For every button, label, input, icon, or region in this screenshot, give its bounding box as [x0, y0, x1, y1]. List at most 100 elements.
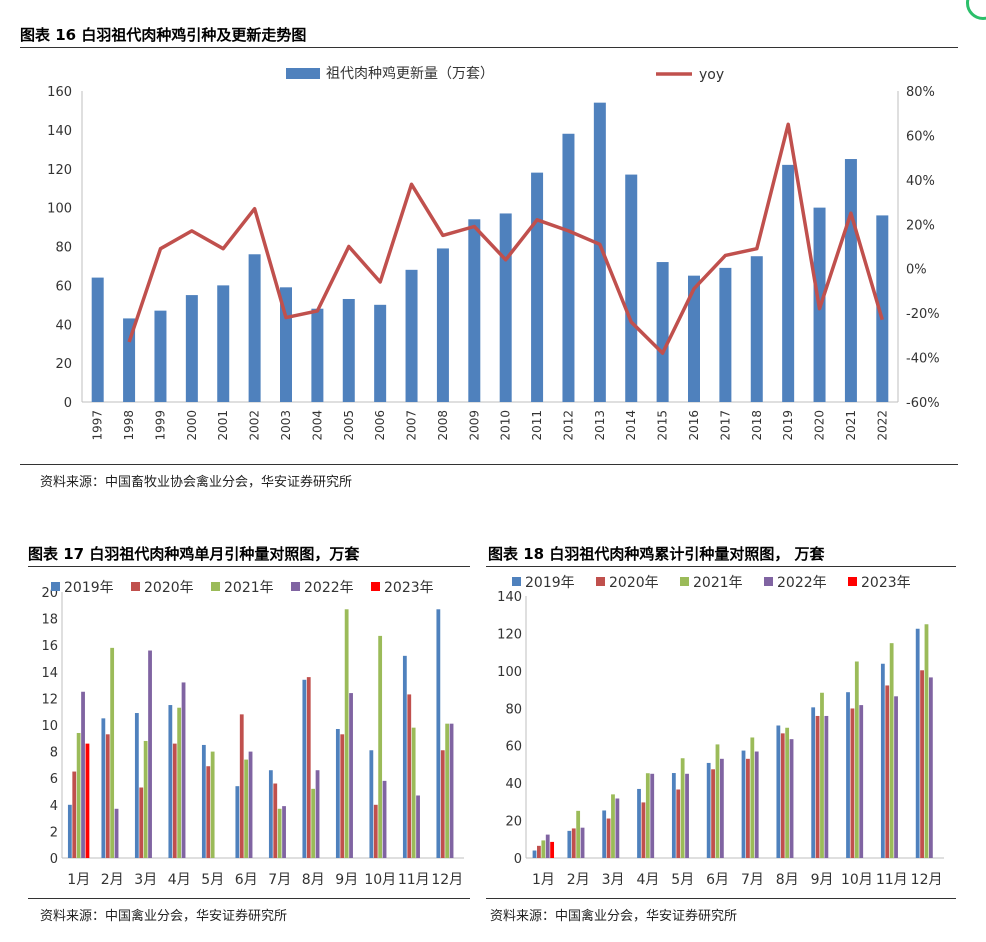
- fig18-xtick-label: 2月: [567, 872, 590, 888]
- fig17-legend-swatch-2021年: [211, 582, 220, 591]
- fig18-bottom-rule: [486, 898, 956, 899]
- fig16-xtick-label: 2002: [248, 410, 262, 441]
- fig18-ytick-label: 120: [497, 627, 522, 642]
- fig17-bar-2021年-2月: [110, 647, 115, 858]
- fig18-bar-2022年-4月: [650, 773, 655, 858]
- fig18-bar-2020年-3月: [606, 818, 611, 858]
- fig18-bar-2022年-12月: [928, 677, 933, 858]
- fig16-bar-1997: [91, 277, 104, 402]
- fig17-bar-2019年-10月: [369, 750, 374, 858]
- fig16-bar-2001: [217, 285, 230, 402]
- fig17-bar-2021年-3月: [143, 740, 148, 858]
- fig16-legend-line-label: yoy: [699, 67, 724, 83]
- fig16-source: 资料来源：中国畜牧业协会禽业分会，华安证券研究所: [40, 475, 353, 490]
- fig18-legend-swatch-2020年: [596, 577, 605, 586]
- fig18-bar-2019年-3月: [602, 810, 607, 858]
- fig18-xtick-label: 4月: [636, 872, 659, 888]
- fig16-ytick-label: 100: [47, 202, 72, 217]
- fig17-legend-swatch-2019年: [51, 582, 60, 591]
- fig16-xtick-label: 1997: [91, 410, 105, 441]
- fig18-xtick-label: 3月: [602, 872, 625, 888]
- fig18-bar-2022年-7月: [754, 751, 759, 858]
- fig16-legend-bar-label: 祖代肉种鸡更新量（万套）: [326, 65, 494, 82]
- fig16-xtick-label: 2020: [813, 410, 827, 441]
- fig17-bar-2022年-8月: [315, 770, 320, 858]
- fig18-bar-2021年-12月: [924, 624, 929, 858]
- fig16-bar-2019: [782, 164, 795, 402]
- fig18-bar-2021年-9月: [820, 692, 824, 858]
- fig16-bar-2016: [688, 275, 700, 402]
- fig17-bar-2019年-3月: [134, 713, 139, 858]
- fig18-xtick-label: 7月: [741, 872, 764, 888]
- fig17-xtick-label: 10月: [364, 872, 396, 888]
- fig17-source: 资料来源：中国禽业分会，华安证券研究所: [40, 909, 288, 924]
- fig17-xtick-label: 11月: [398, 872, 430, 888]
- fig17-bar-2021年-4月: [177, 707, 182, 858]
- fig18-bar-2019年-2月: [567, 830, 572, 858]
- fig17-bar-2022年-10月: [382, 780, 387, 858]
- fig18-bar-2019年-4月: [637, 788, 641, 858]
- fig17-title: 图表 17 白羽祖代肉种鸡单月引种量对照图，万套: [28, 545, 360, 563]
- fig18-xtick-label: 8月: [776, 872, 799, 888]
- fig16-bar-2014: [625, 174, 638, 402]
- fig18-bar-2021年-4月: [645, 773, 650, 858]
- fig18-xtick-label: 11月: [876, 872, 908, 888]
- fig17-xtick-label: 2月: [101, 872, 124, 888]
- fig18-xtick-label: 6月: [706, 872, 729, 888]
- fig18-bar-2020年-12月: [920, 670, 924, 858]
- fig16-y2tick-label: 60%: [906, 129, 935, 144]
- fig16-y2tick-label: -20%: [906, 307, 940, 322]
- fig17-ytick-label: 10: [41, 719, 58, 734]
- fig17-xtick-label: 8月: [302, 872, 325, 888]
- fig17-xtick-label: 12月: [431, 872, 463, 888]
- fig17-bar-2021年-1月: [76, 732, 81, 858]
- fig16-y2tick-label: 40%: [906, 174, 935, 189]
- fig16-xtick-label: 2011: [530, 410, 544, 441]
- fig16-xtick-label: 2008: [436, 410, 450, 441]
- fig16-y2tick-label: -60%: [906, 396, 940, 411]
- fig17-bar-2021年-11月: [411, 727, 416, 858]
- fig16-bar-2007: [405, 269, 418, 402]
- fig17-bar-2020年-3月: [139, 787, 144, 858]
- fig16-bar-1999: [154, 310, 167, 402]
- fig18-xtick-label: 12月: [911, 872, 943, 888]
- fig18-bar-2020年-9月: [815, 715, 820, 858]
- fig17-bar-2020年-1月: [72, 771, 77, 858]
- fig17-legend-label: 2019年: [64, 580, 114, 596]
- fig16-xtick-label: 2016: [687, 410, 701, 441]
- fig16-xtick-label: 2003: [279, 410, 293, 441]
- fig17-legend-label: 2021年: [224, 580, 274, 596]
- fig18-bar-2021年-3月: [611, 794, 615, 858]
- fig18-bar-2022年-3月: [615, 798, 620, 858]
- fig17-bar-2019年-7月: [268, 770, 273, 858]
- fig18-ytick-label: 20: [505, 815, 522, 830]
- fig16-xtick-label: 2006: [373, 410, 387, 441]
- fig17-bar-2021年-8月: [311, 788, 316, 858]
- fig17-legend-swatch-2020年: [131, 582, 140, 591]
- fig17-bar-2020年-10月: [373, 804, 378, 858]
- fig18-bar-2019年-10月: [846, 692, 850, 858]
- fig18-bar-2019年-9月: [811, 707, 816, 858]
- fig16-xtick-label: 2022: [875, 410, 889, 441]
- fig18-bar-2021年-2月: [576, 810, 581, 858]
- fig17-bar-2022年-9月: [349, 693, 353, 858]
- fig18-title: 图表 18 白羽祖代肉种鸡累计引种量对照图， 万套: [488, 545, 825, 563]
- fig17-xtick-label: 6月: [235, 872, 258, 888]
- fig16-bar-2012: [562, 133, 575, 402]
- fig17-bar-2020年-2月: [105, 734, 110, 858]
- fig18-bar-2020年-6月: [711, 769, 715, 858]
- fig18-bar-2022年-8月: [789, 739, 794, 858]
- fig18-bar-2021年-10月: [854, 661, 859, 858]
- fig18-ytick-label: 0: [514, 852, 522, 867]
- fig16-bar-2011: [531, 172, 544, 402]
- fig18-bar-2021年-5月: [680, 758, 685, 858]
- fig16-ytick-label: 120: [47, 163, 72, 178]
- fig16-title: 图表 16 白羽祖代肉种鸡引种及更新走势图: [20, 26, 307, 44]
- fig16-ytick-label: 40: [55, 318, 72, 333]
- fig17-ytick-label: 14: [41, 666, 58, 681]
- fig17-legend-label: 2023年: [384, 580, 434, 596]
- fig18-bar-2022年-2月: [580, 827, 585, 858]
- fig16-bar-2010: [499, 213, 512, 402]
- fig18-legend-label: 2022年: [777, 575, 827, 591]
- fig16-xtick-label: 2019: [781, 410, 795, 441]
